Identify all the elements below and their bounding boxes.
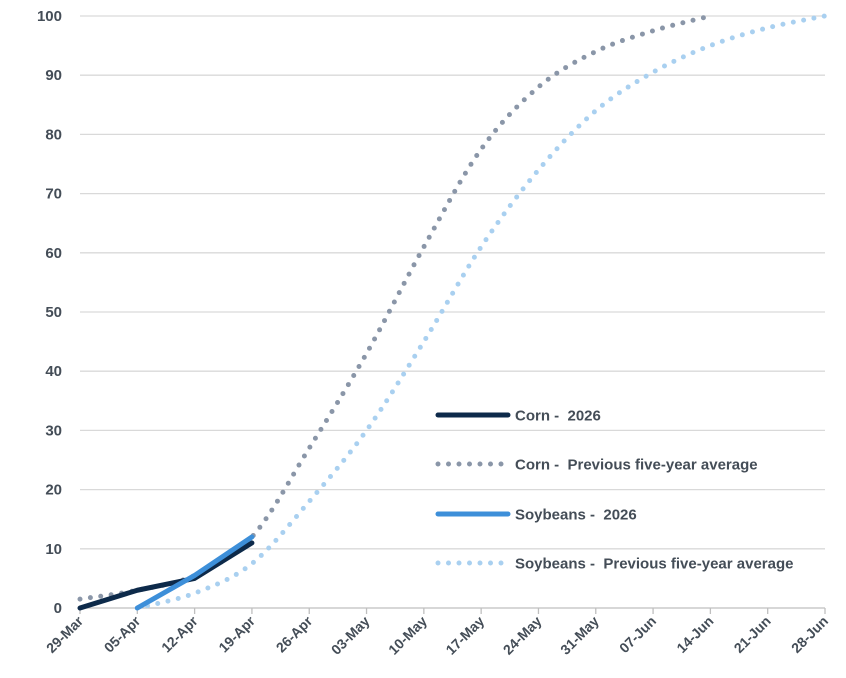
y-tick-label-100: 100: [37, 8, 62, 25]
x-tick-label-1: 05-Apr: [101, 612, 144, 655]
x-tick-label-7: 17-May: [442, 613, 487, 658]
x-axis: 29-Mar 05-Apr 12-Apr 19-Apr 26-Apr 03-May 10-M…: [43, 607, 831, 658]
x-tick-label-13: 28-Jun: [788, 613, 831, 656]
series-line-corn-2026: [77, 540, 255, 611]
x-tick-label-11: 14-Jun: [673, 613, 716, 656]
legend-label-corn-previous-five-year-average: Corn - Previous five-year average: [515, 457, 758, 474]
x-tick-label-8: 24-May: [500, 613, 545, 658]
y-tick-label-60: 60: [45, 245, 62, 262]
y-axis-ticks: 0 10 20 30 40 50 60 70 80 90 100: [37, 8, 62, 617]
y-tick-label-10: 10: [45, 541, 62, 558]
x-tick-label-2: 12-Apr: [158, 612, 201, 655]
x-tick-label-3: 19-Apr: [215, 612, 258, 655]
y-tick-label-70: 70: [45, 186, 62, 203]
legend: Corn - 2026 Corn - Previous five-year ave…: [435, 408, 793, 573]
y-tick-label-90: 90: [45, 67, 62, 84]
y-tick-label-20: 20: [45, 482, 62, 499]
gridlines: [80, 15, 825, 550]
y-tick-label-40: 40: [45, 363, 62, 380]
x-tick-label-12: 21-Jun: [731, 613, 774, 656]
y-tick-label-30: 30: [45, 422, 62, 439]
x-tick-label-4: 26-Apr: [273, 612, 316, 655]
legend-label-soybeans-2026: Soybeans - 2026: [515, 507, 637, 524]
legend-label-corn-2026: Corn - 2026: [515, 408, 601, 425]
x-tick-label-5: 03-May: [328, 613, 373, 658]
y-tick-label-80: 80: [45, 126, 62, 143]
y-tick-label-0: 0: [54, 600, 62, 617]
x-tick-label-9: 31-May: [557, 613, 602, 658]
x-tick-label-6: 10-May: [385, 613, 430, 658]
series-lines: [77, 13, 828, 611]
y-tick-label-50: 50: [45, 304, 62, 321]
series-line-soybeans-2026: [134, 534, 255, 611]
legend-label-soybeans-previous-five-year-average: Soybeans - Previous five-year average: [515, 556, 793, 573]
x-tick-label-0: 29-Mar: [43, 612, 87, 656]
series-line-corn-previous-five-year-average: [77, 13, 713, 602]
x-tick-label-10: 07-Jun: [616, 613, 659, 656]
